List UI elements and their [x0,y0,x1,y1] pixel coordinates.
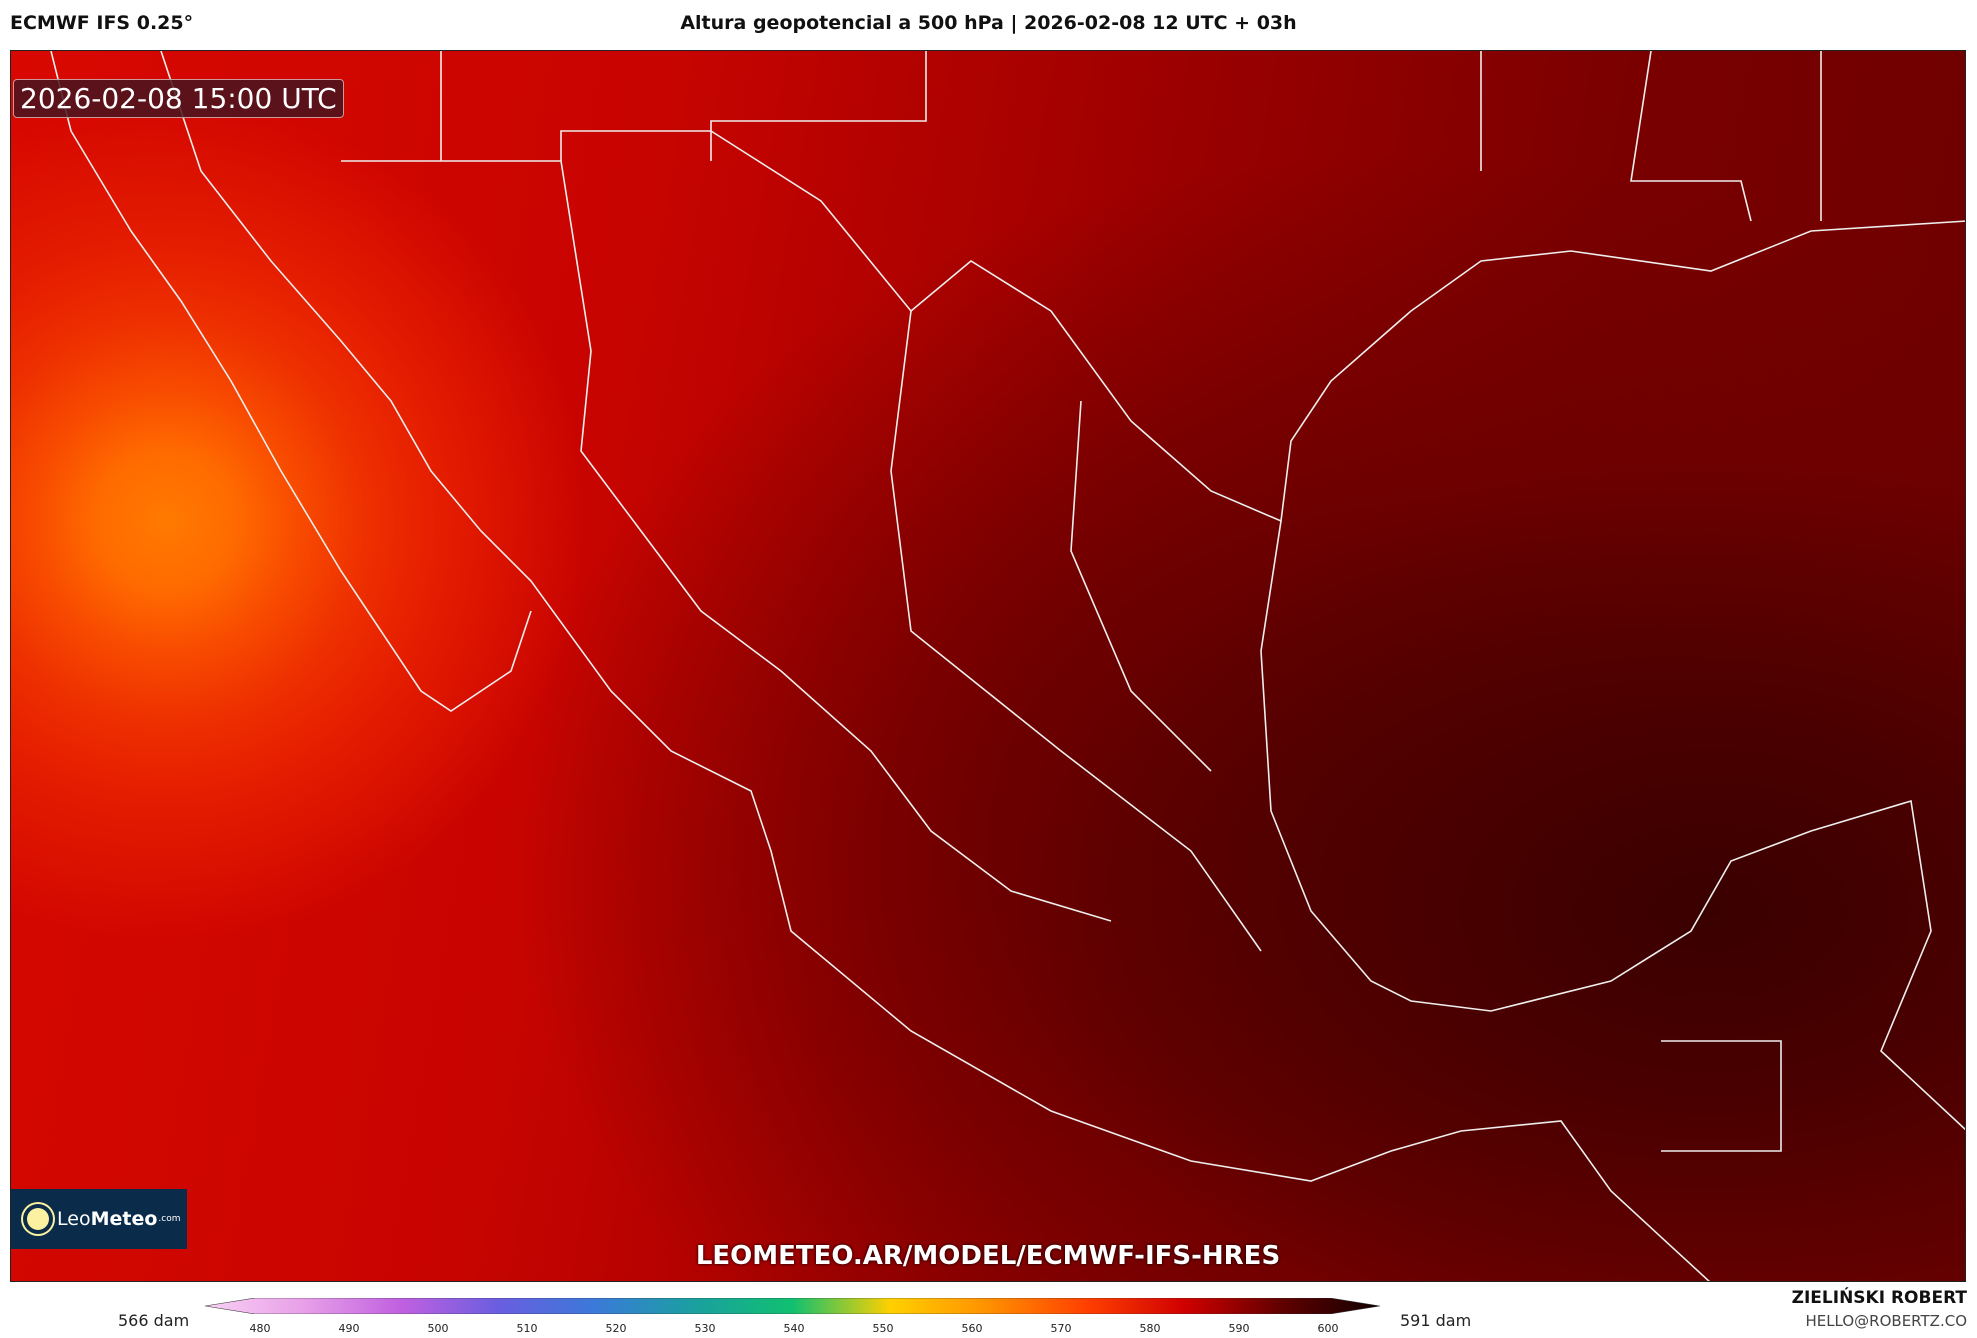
valid-time-label: 2026-02-08 15:00 UTC [13,79,344,118]
colorbar-max-label: 591 dam [1400,1311,1472,1330]
colorbar-tick: 520 [605,1322,627,1335]
colorbar-tick: 480 [249,1322,271,1335]
author-email[interactable]: HELLO@ROBERTZ.CO [1805,1312,1967,1330]
sun-icon [27,1208,49,1230]
colorbar-tick: 560 [961,1322,983,1335]
colorbar-tick: 570 [1050,1322,1072,1335]
colorbar-tick: 540 [783,1322,805,1335]
colorbar [205,1298,1380,1314]
map-title: Altura geopotencial a 500 hPa | 2026-02-… [680,12,1297,34]
colorbar-tick: 580 [1139,1322,1161,1335]
colorbar-min-label: 566 dam [118,1311,190,1330]
logo-text-3: .com [158,1214,181,1224]
colorbar-tick: 500 [427,1322,449,1335]
colorbar-tick: 530 [694,1322,716,1335]
colorbar-tick: 490 [338,1322,360,1335]
logo-text-2: Meteo [90,1208,158,1230]
author-name: ZIELIŃSKI ROBERT [1791,1288,1967,1308]
coastlines-borders [50,51,1965,1281]
model-name: ECMWF IFS 0.25° [10,12,194,34]
leometeo-logo[interactable]: Leo Meteo .com [11,1189,187,1249]
colorbar-tick: 590 [1228,1322,1250,1335]
geopotential-map[interactable]: 2026-02-08 15:00 UTC Leo Meteo .com LEOMET… [10,50,1966,1282]
logo-text-1: Leo [57,1208,91,1230]
colorbar-tick: 510 [516,1322,538,1335]
colorbar-tick: 600 [1317,1322,1339,1335]
source-url[interactable]: LEOMETEO.AR/MODEL/ECMWF-IFS-HRES [695,1241,1281,1271]
colorbar-tick: 550 [872,1322,894,1335]
